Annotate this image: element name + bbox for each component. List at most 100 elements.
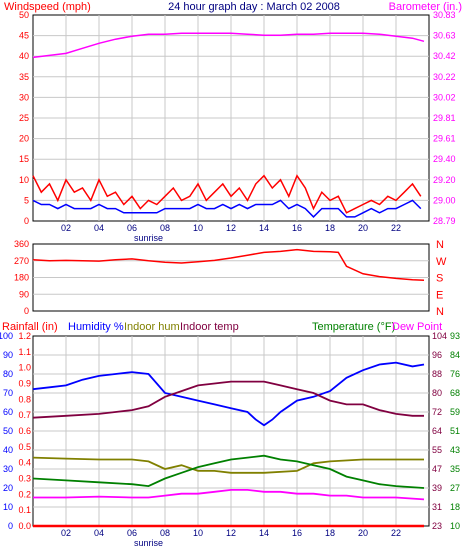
- barometer-tick: 29.20: [433, 175, 456, 185]
- temperature-tick: 72: [432, 407, 442, 417]
- hour-tick: 06: [127, 223, 137, 233]
- compass-tick: W: [436, 256, 447, 268]
- compass-tick: S: [436, 273, 443, 285]
- series-line: [32, 456, 424, 474]
- windspeed-tick: 45: [19, 31, 29, 41]
- humidity-tick: 60: [3, 407, 13, 417]
- barometer-tick: 30.63: [433, 31, 456, 41]
- barometer-tick: 30.22: [433, 72, 456, 82]
- temperature-tick: 39: [432, 483, 442, 493]
- windspeed-tick: 40: [19, 51, 29, 61]
- barometer-tick: 29.40: [433, 154, 456, 164]
- rainfall-axis: 0.0 0.1 0.2 0.3 0.4 0.5 0.6 0.7 0.8 0.9 1.0 1.1 1.2: [18, 331, 31, 531]
- legend-temperature: Temperature (°F): [312, 321, 395, 333]
- temperature-tick: 43: [450, 445, 460, 455]
- series-line: [32, 32, 425, 59]
- temperature-tick: 88: [432, 369, 442, 379]
- rainfall-tick: 1.0: [18, 363, 31, 373]
- windspeed-tick: 20: [19, 134, 29, 144]
- hour-tick: 18: [325, 223, 335, 233]
- rainfall-tick: 0.2: [18, 489, 31, 499]
- temperature-tick: 93: [450, 331, 460, 341]
- humidity-tick: 10: [3, 502, 13, 512]
- series-line: [32, 199, 422, 218]
- hour-tick: 02: [61, 223, 71, 233]
- panel3-legend: Rainfall (in) Humidity % Indoor hum Indo…: [2, 321, 442, 333]
- hour-tick: 08: [160, 528, 170, 538]
- hour-tick: 22: [391, 528, 401, 538]
- windspeed-axis: 0 5 10 15 20 25 30 35 40 45 50: [19, 10, 29, 226]
- hour-tick: 06: [127, 528, 137, 538]
- temperature-tick: 64: [432, 426, 442, 436]
- hour-tick: 10: [193, 223, 203, 233]
- compass-tick: N: [436, 306, 444, 318]
- temperature-tick: 55: [432, 445, 442, 455]
- panel1-x-axis: 02 04 06 08 10 12 14 16 18 20 22: [61, 223, 401, 233]
- temperature-tick: 59: [450, 407, 460, 417]
- windspeed-tick: 50: [19, 10, 29, 20]
- barometer-tick: 30.83: [433, 10, 456, 20]
- hour-tick: 16: [292, 223, 302, 233]
- barometer-tick: 30.02: [433, 92, 456, 102]
- barometer-tick: 29.00: [433, 195, 456, 205]
- sunrise-label-bottom: sunrise: [134, 538, 163, 548]
- barometer-axis-title: Barometer (in.): [389, 1, 462, 13]
- temperature-tick: 18: [450, 502, 460, 512]
- rainfall-tick: 0.8: [18, 394, 31, 404]
- humidity-tick: 20: [3, 483, 13, 493]
- barometer-axis: 28.79 29.00 29.20 29.40 29.61 29.81 30.02 30.22…: [433, 10, 456, 226]
- windspeed-tick: 25: [19, 113, 29, 123]
- series-line: [32, 361, 425, 427]
- hour-tick: 12: [226, 528, 236, 538]
- windspeed-tick: 0: [24, 216, 29, 226]
- temperature-tick: 104: [432, 331, 447, 341]
- humidity-tick: 80: [3, 369, 13, 379]
- legend-indoor-hum: Indoor hum: [124, 321, 180, 333]
- hour-tick: 16: [292, 528, 302, 538]
- hour-tick: 04: [94, 528, 104, 538]
- humidity-axis: 0 10 20 30 40 50 60 70 80 90 100: [0, 331, 13, 531]
- direction-tick: 270: [14, 256, 29, 266]
- windspeed-tick: 5: [24, 195, 29, 205]
- series-line: [33, 488, 425, 501]
- rainfall-tick: 0.6: [18, 426, 31, 436]
- direction-tick: 360: [14, 239, 29, 249]
- series-line: [32, 454, 425, 489]
- rainfall-tick: 0.9: [18, 379, 31, 389]
- series-line: [32, 380, 424, 419]
- panel3-series: [32, 361, 425, 528]
- humidity-tick: 0: [8, 521, 13, 531]
- windspeed-tick: 35: [19, 72, 29, 82]
- temperature-tick: 27: [450, 483, 460, 493]
- temperature-tick: 51: [450, 426, 460, 436]
- temperature-tick: 10: [450, 521, 460, 531]
- rainfall-tick: 1.1: [18, 347, 31, 357]
- temperature-tick: 80: [432, 388, 442, 398]
- compass-tick: E: [436, 289, 443, 301]
- humidity-tick: 50: [3, 426, 13, 436]
- panel3-x-axis: 02 04 06 08 10 12 14 16 18 20 22: [61, 528, 401, 538]
- windspeed-tick: 10: [19, 175, 29, 185]
- temperature-tick: 31: [432, 502, 442, 512]
- temperature-axis-a: 23 31 39 47 55 64 72 80 88 96 104: [432, 331, 447, 531]
- humidity-tick: 70: [3, 388, 13, 398]
- series-line: [32, 174, 422, 214]
- panel3-grid: [33, 336, 429, 526]
- hour-tick: 04: [94, 223, 104, 233]
- hour-tick: 14: [259, 223, 269, 233]
- legend-indoor-temp: Indoor temp: [180, 321, 239, 333]
- humidity-tick: 90: [3, 350, 13, 360]
- rainfall-tick: 0.3: [18, 474, 31, 484]
- temperature-tick: 35: [450, 464, 460, 474]
- legend-dew-point: Dew Point: [392, 321, 442, 333]
- temperature-tick: 23: [432, 521, 442, 531]
- barometer-tick: 29.81: [433, 113, 456, 123]
- hour-tick: 20: [358, 223, 368, 233]
- barometer-tick: 29.61: [433, 134, 456, 144]
- temperature-tick: 96: [432, 350, 442, 360]
- temperature-axis-b: 10 18 27 35 43 51 59 68 76 84 93: [450, 331, 460, 531]
- hour-tick: 20: [358, 528, 368, 538]
- direction-tick: 0: [24, 306, 29, 316]
